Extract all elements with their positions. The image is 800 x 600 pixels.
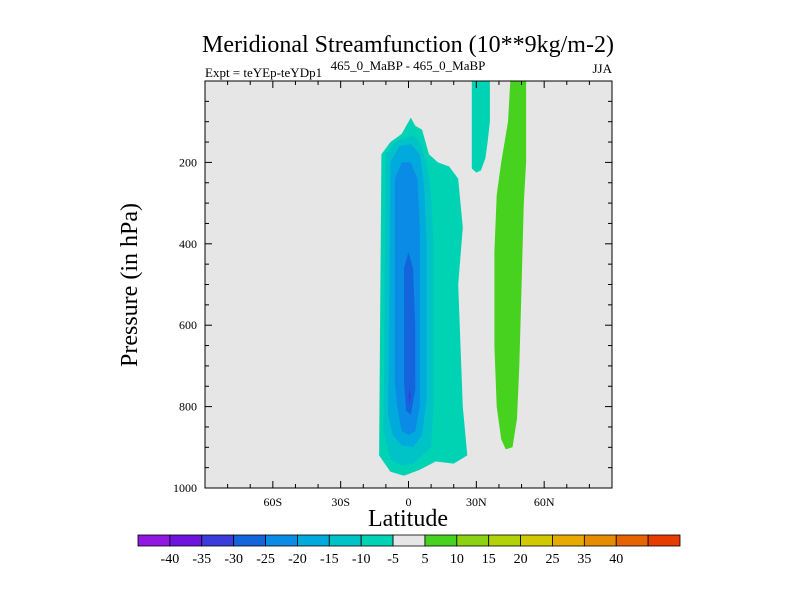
colorbar-box [552,534,585,547]
colorbar-box [360,534,394,547]
x-tick-label: 30S [331,495,350,509]
y-axis-label: Pressure (in hPa) [117,203,143,367]
y-tick-label: 1000 [173,481,197,495]
contour-level-5-6 [471,81,490,173]
colorbar-box [265,534,298,547]
y-tick-label: 200 [179,155,197,169]
x-tick-label: 60S [263,495,282,509]
colorbar-label: -20 [288,552,307,567]
colorbar-box [488,534,521,547]
axis-ticks: 60S 30S 0 30N 60N 200 400 600 800 1000 [173,81,612,509]
colorbar-label: -25 [256,552,275,567]
colorbar-label: -40 [161,552,180,567]
colorbar-label: -35 [192,552,211,567]
colorbar-label: -30 [224,552,243,567]
colorbar-label: 40 [609,552,623,567]
season-label: JJA [592,61,612,76]
contour-level--25-4 [404,251,416,415]
colorbar-label: 20 [514,552,528,567]
colorbar-label: 35 [577,552,591,567]
colorbar-box [615,534,649,547]
x-tick-label: 0 [406,495,412,509]
colorbar-box [424,534,458,547]
colorbar-box [456,534,490,547]
colorbar-box [328,534,362,547]
contour-level--30-5 [408,388,411,405]
y-tick-label: 600 [179,318,197,332]
y-tick-label: 800 [179,400,197,414]
colorbar-box [137,534,171,547]
contour-level-10-7 [494,81,527,450]
colorbar-label: -5 [387,552,399,567]
experiment-label: Expt = teYEp-teYDp1 [205,65,322,80]
colorbar-box [297,534,330,547]
x-axis-label: Latitude [368,506,448,532]
colorbar-label: 10 [450,552,464,567]
period-label: 465_0_MaBP - 465_0_MaBP [331,58,486,73]
chart-title: Meridional Streamfunction (10**9kg/m-2) [202,32,614,58]
colorbar-box [233,534,266,547]
colorbar-box [169,534,203,547]
colorbar-label: 15 [482,552,496,567]
colorbar-label: -15 [320,552,339,567]
colorbar: -40 -35 -30 -25 -20 -15 -10 -5 5 10 15 20 25 35 40 [137,534,681,567]
colorbar-box [520,534,553,547]
colorbar-label: 5 [421,552,428,567]
colorbar-box [647,534,681,547]
contour-fills [379,81,527,476]
colorbar-label: -10 [352,552,371,567]
x-tick-label: 30N [466,495,487,509]
y-tick-label: 400 [179,237,197,251]
colorbar-box [201,534,235,547]
x-tick-label: 60N [534,495,555,509]
colorbar-label: 25 [545,552,559,567]
colorbar-box [392,534,426,547]
colorbar-box [583,534,617,547]
